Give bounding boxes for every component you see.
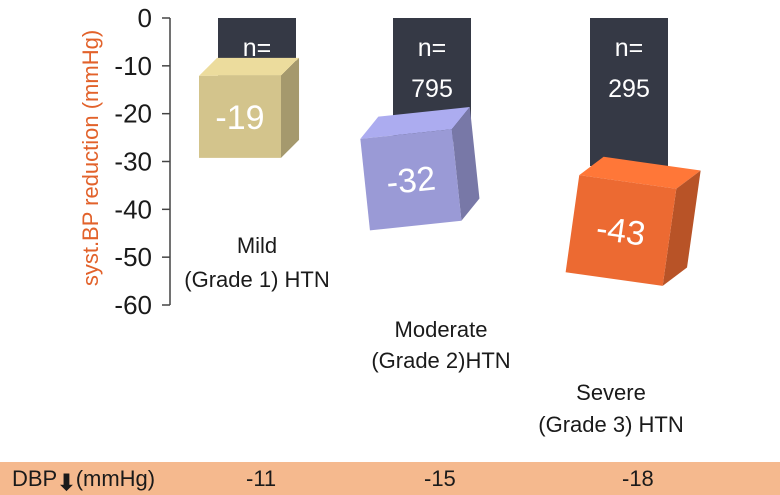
- bar-2-n-label: n=: [418, 34, 447, 62]
- cube-2-side: [451, 107, 480, 221]
- dbp-value-1: -11: [246, 466, 277, 491]
- y-tick-label-0: 0: [138, 3, 152, 33]
- cube-1: -19: [199, 57, 300, 158]
- dbp-label-text: DBP: [12, 466, 58, 491]
- cube-3-side: [662, 170, 701, 286]
- cube-2-front: [360, 129, 462, 231]
- y-ticks: 0 -10 -20 -30 -40 -50 -60: [114, 3, 170, 320]
- y-axis-title: syst.BP reduction (mmHg): [78, 30, 103, 286]
- category-3-line2: (Grade 3) HTN: [538, 412, 683, 437]
- cube-3-top: [579, 156, 701, 189]
- cubes: -19 -32 -43: [199, 57, 701, 286]
- dbp-band: DBP⬇(mmHg) -11 -15 -18: [0, 462, 780, 495]
- dbp-unit: (mmHg): [75, 466, 156, 491]
- y-tick-label-2: -20: [114, 99, 152, 129]
- chart: syst.BP reduction (mmHg) 0 -10 -20 -30 -40 -5…: [78, 3, 701, 437]
- cube-3-front: [565, 175, 677, 286]
- dbp-label: DBP⬇(mmHg): [12, 466, 156, 495]
- y-tick-label-1: -10: [114, 51, 152, 81]
- cube-1-side: [281, 57, 300, 158]
- category-1-line2: (Grade 1) HTN: [184, 267, 329, 292]
- down-arrow-icon: ⬇: [57, 470, 76, 495]
- bar-1-n-label: n=: [243, 34, 272, 62]
- category-2-line2: (Grade 2)HTN: [371, 348, 510, 373]
- cube-1-value: -19: [215, 99, 264, 137]
- y-tick-label-4: -40: [114, 194, 152, 224]
- cube-3-value: -43: [594, 209, 648, 253]
- bar-3: [590, 18, 668, 167]
- y-tick-label-3: -30: [114, 147, 152, 177]
- category-2-line1: Moderate: [395, 317, 488, 342]
- bar-3-n-label: n=: [615, 34, 644, 62]
- dbp-value-3: -18: [622, 466, 654, 491]
- bar-3-n-value: 295: [608, 75, 650, 103]
- category-1-line1: Mild: [237, 233, 277, 258]
- y-tick-label-6: -60: [114, 290, 152, 320]
- dbp-value-2: -15: [424, 466, 456, 491]
- cube-1-top: [199, 57, 300, 76]
- cube-1-front: [199, 75, 281, 158]
- cube-2: -32: [360, 107, 480, 231]
- y-tick-label-5: -50: [114, 242, 152, 272]
- cube-2-value: -32: [385, 159, 438, 202]
- cube-3: -43: [565, 156, 701, 286]
- category-3-line1: Severe: [576, 380, 646, 405]
- category-labels: Mild (Grade 1) HTN Moderate (Grade 2)HTN Sev…: [184, 233, 683, 437]
- cube-2-top: [360, 107, 470, 139]
- bar-2-n-value: 795: [411, 75, 453, 103]
